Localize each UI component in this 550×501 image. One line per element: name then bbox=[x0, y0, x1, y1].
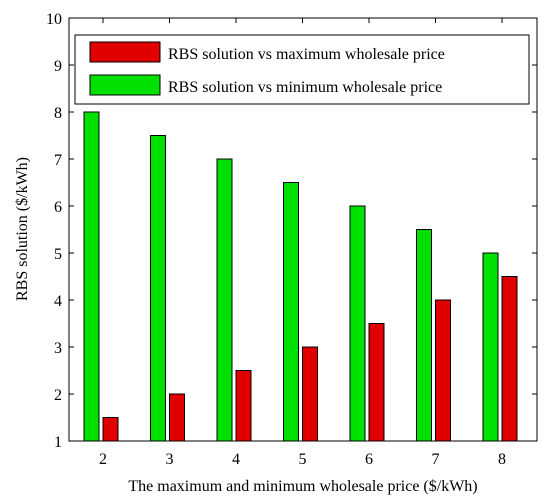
x-tick-label: 6 bbox=[365, 451, 373, 468]
y-tick-label: 9 bbox=[54, 58, 62, 75]
x-tick-label: 2 bbox=[99, 451, 107, 468]
legend-label-minimum: RBS solution vs minimum wholesale price bbox=[168, 79, 442, 96]
y-tick-label: 5 bbox=[54, 246, 62, 263]
x-tick-label: 5 bbox=[299, 451, 307, 468]
bar-maximum-3 bbox=[169, 393, 185, 442]
bar-maximum-4 bbox=[235, 370, 252, 442]
y-axis-title: RBS solution ($/kWh) bbox=[14, 157, 31, 301]
x-tick-label: 4 bbox=[232, 451, 240, 468]
y-tick-label: 10 bbox=[46, 11, 62, 28]
bars-layer bbox=[83, 111, 518, 442]
y-tick-label: 2 bbox=[54, 387, 62, 404]
x-tick-label: 7 bbox=[432, 451, 440, 468]
y-tick-label: 7 bbox=[54, 152, 62, 169]
bar-minimum-7 bbox=[416, 229, 432, 442]
x-tick-label: 8 bbox=[498, 451, 506, 468]
bar-minimum-3 bbox=[150, 135, 166, 442]
y-tick-label: 8 bbox=[54, 105, 62, 122]
bar-minimum-6 bbox=[349, 205, 366, 442]
bar-minimum-8 bbox=[482, 252, 499, 442]
bar-maximum-7 bbox=[435, 299, 451, 442]
x-tick-label: 3 bbox=[166, 451, 174, 468]
y-tick-label: 4 bbox=[54, 293, 62, 310]
bar-maximum-2 bbox=[102, 417, 119, 442]
x-axis-title: The maximum and minimum wholesale price … bbox=[128, 478, 477, 495]
y-tick-label: 6 bbox=[54, 199, 62, 216]
bar-maximum-6 bbox=[368, 323, 385, 442]
bar-maximum-8 bbox=[501, 276, 518, 442]
legend-label-maximum: RBS solution vs maximum wholesale price bbox=[168, 46, 445, 63]
legend-swatch-maximum bbox=[89, 41, 161, 63]
legend-swatch-minimum bbox=[89, 74, 161, 96]
bar-minimum-4 bbox=[216, 158, 233, 442]
bar-maximum-5 bbox=[302, 346, 318, 442]
y-tick-label: 1 bbox=[54, 434, 62, 451]
bar-minimum-2 bbox=[83, 111, 100, 442]
legend: RBS solution vs maximum wholesale price … bbox=[74, 34, 530, 105]
y-tick-label: 3 bbox=[54, 340, 62, 357]
bar-minimum-5 bbox=[283, 182, 299, 442]
ticks-layer: 2 3 4 5 6 7 8 1 2 3 4 5 6 7 8 9 10 bbox=[46, 11, 537, 468]
